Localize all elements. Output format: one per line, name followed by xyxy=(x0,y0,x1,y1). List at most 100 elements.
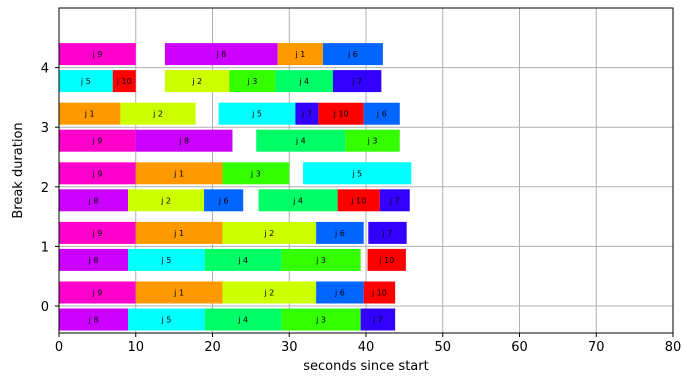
y-tick-label: 3 xyxy=(41,121,49,136)
task-bar-group: j 5 xyxy=(303,162,412,185)
task-bar-group: j 6 xyxy=(363,102,400,125)
task-bar-group: j 4 xyxy=(258,189,338,212)
task-bar-group: j 3 xyxy=(229,70,276,93)
task-bar-label: j 3 xyxy=(367,137,378,146)
task-bar-label: j 7 xyxy=(351,77,362,86)
x-tick-label: 10 xyxy=(127,340,144,355)
task-bar-group: j 7 xyxy=(360,308,396,331)
task-bar xyxy=(258,189,338,212)
task-bar-label: j 10 xyxy=(371,289,387,298)
task-bar-label: j 10 xyxy=(378,256,394,265)
task-bar-group: j 4 xyxy=(204,248,282,271)
task-bar-group: j 6 xyxy=(204,189,244,212)
task-bar-label: j 8 xyxy=(178,137,189,146)
task-bar-label: j 1 xyxy=(173,169,184,178)
task-bar xyxy=(59,43,136,66)
task-bar-label: j 9 xyxy=(91,137,102,146)
task-bar-label: j 1 xyxy=(173,289,184,298)
task-bar xyxy=(59,70,113,93)
x-axis-label: seconds since start xyxy=(303,359,428,374)
task-bar xyxy=(222,162,290,185)
x-tick-label: 70 xyxy=(588,340,605,355)
x-tick-label: 80 xyxy=(665,340,682,355)
task-bar-group: j 3 xyxy=(345,129,400,152)
task-bar-label: j 3 xyxy=(315,316,326,325)
task-bar xyxy=(218,102,296,125)
x-tick-label: 30 xyxy=(281,340,298,355)
task-bar-group: j 7 xyxy=(332,70,382,93)
task-bar-label: j 5 xyxy=(161,316,172,325)
task-bar-group: j 3 xyxy=(222,162,290,185)
task-bar xyxy=(204,248,282,271)
task-bar-group: j 1 xyxy=(59,102,121,125)
task-bar-group: j 8 xyxy=(59,189,129,212)
task-bar xyxy=(275,70,333,93)
task-bar-label: j 2 xyxy=(191,77,202,86)
task-bar-group: j 7 xyxy=(295,102,319,125)
x-tick-label: 50 xyxy=(434,340,451,355)
task-bar xyxy=(135,221,223,244)
task-bar-label: j 10 xyxy=(350,196,366,205)
task-bar-group: j 3 xyxy=(281,308,361,331)
task-bar-label: j 4 xyxy=(298,77,309,86)
task-bar-label: j 8 xyxy=(88,316,99,325)
task-bar-group: j 2 xyxy=(128,189,205,212)
task-bar xyxy=(128,189,205,212)
task-bar-label: j 3 xyxy=(250,169,261,178)
task-bar-label: j 9 xyxy=(91,289,102,298)
task-bar xyxy=(281,308,361,331)
task-bar-group: j 6 xyxy=(316,281,364,304)
task-bar-group: j 10 xyxy=(112,70,136,93)
task-bar-label: j 2 xyxy=(263,229,274,238)
y-tick-label: 2 xyxy=(41,181,49,196)
task-bar xyxy=(303,162,412,185)
task-bar xyxy=(345,129,400,152)
task-bar xyxy=(59,221,136,244)
task-bar-label: j 4 xyxy=(292,196,303,205)
task-bar xyxy=(59,308,129,331)
task-bar-group: j 9 xyxy=(59,221,136,244)
task-bar xyxy=(222,221,317,244)
task-bar xyxy=(229,70,276,93)
task-bar-label: j 6 xyxy=(334,289,345,298)
task-bar-label: j 7 xyxy=(372,316,383,325)
task-bar xyxy=(256,129,346,152)
task-bar-group: j 9 xyxy=(59,281,136,304)
task-bar-label: j 9 xyxy=(91,229,102,238)
task-bar xyxy=(59,162,136,185)
task-bar xyxy=(295,102,319,125)
task-bar-group: j 2 xyxy=(120,102,196,125)
task-bar-group: j 6 xyxy=(323,43,383,66)
task-bar-label: j 6 xyxy=(347,50,358,59)
task-bar xyxy=(363,102,400,125)
y-axis-label: Break duration xyxy=(11,122,26,218)
task-bar-label: j 4 xyxy=(237,316,248,325)
task-bar-group: j 8 xyxy=(135,129,233,152)
task-bar-label: j 7 xyxy=(301,110,312,119)
task-bar-group: j 10 xyxy=(367,248,406,271)
task-bar-group: j 3 xyxy=(281,248,361,271)
task-bar-group: j 4 xyxy=(275,70,333,93)
task-bar-group: j 10 xyxy=(363,281,396,304)
task-bar-label: j 1 xyxy=(173,229,184,238)
task-bar xyxy=(135,281,223,304)
task-bar xyxy=(367,248,406,271)
x-tick-label: 60 xyxy=(511,340,528,355)
task-bar-group: j 1 xyxy=(277,43,324,66)
task-bar-group: j 8 xyxy=(164,43,278,66)
x-tick-label: 0 xyxy=(55,340,63,355)
task-bar xyxy=(222,281,317,304)
task-bar xyxy=(128,308,205,331)
task-bar-label: j 8 xyxy=(88,256,99,265)
task-bar-group: j 10 xyxy=(337,189,380,212)
task-bar xyxy=(59,129,136,152)
task-bar xyxy=(316,221,364,244)
task-bar xyxy=(204,189,244,212)
y-tick-label: 0 xyxy=(41,300,49,315)
task-bar-label: j 8 xyxy=(88,196,99,205)
task-bar-label: j 6 xyxy=(218,196,229,205)
task-bar xyxy=(368,221,407,244)
task-bar-group: j 9 xyxy=(59,43,136,66)
